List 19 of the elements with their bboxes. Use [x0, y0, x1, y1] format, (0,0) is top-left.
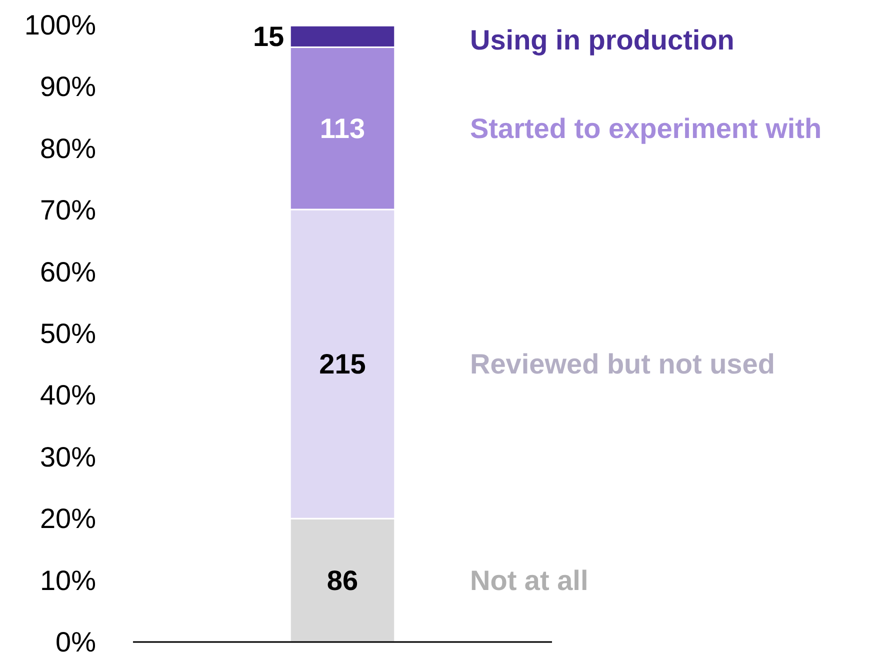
annotation: 215	[319, 348, 366, 380]
y-tick-label: 10%	[40, 564, 96, 596]
y-tick-label: 30%	[40, 441, 96, 472]
y-tick-label: 80%	[40, 132, 96, 164]
y-tick-label: 50%	[40, 318, 96, 349]
text: Started to experiment with	[470, 112, 822, 144]
annotation: 113	[320, 112, 366, 144]
y-tick-label: 90%	[40, 71, 96, 102]
y-tick-label: 70%	[40, 194, 96, 226]
text: Using in production	[470, 24, 734, 56]
annotation: 15	[252, 20, 284, 52]
text: Reviewed but not used	[470, 348, 775, 380]
y-tick-label: 40%	[40, 380, 96, 411]
annotation: 86	[326, 564, 358, 596]
y-tick-label: 20%	[40, 503, 96, 534]
text: Not at all	[470, 564, 588, 596]
y-tick-label: 0%	[56, 626, 96, 658]
y-tick-label: 100%	[24, 10, 96, 40]
y-tick-label: 60%	[40, 256, 96, 288]
